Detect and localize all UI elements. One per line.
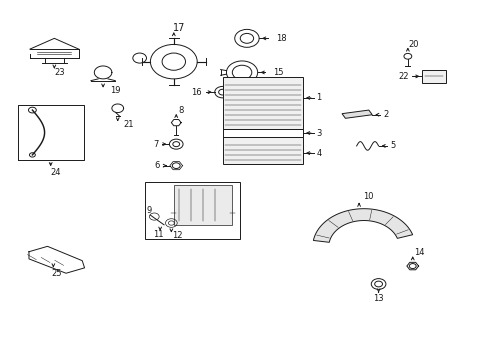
Bar [222, 129, 303, 137]
Text: 1: 1 [316, 93, 321, 102]
Text: 2: 2 [383, 110, 388, 119]
Text: 7: 7 [153, 140, 158, 149]
Text: 9: 9 [146, 206, 152, 215]
Text: 18: 18 [275, 34, 286, 43]
Bar [222, 77, 303, 129]
Polygon shape [341, 110, 371, 118]
Text: 6: 6 [154, 161, 159, 170]
Text: 4: 4 [316, 149, 321, 158]
Text: 3: 3 [316, 129, 321, 138]
Text: 11: 11 [153, 230, 163, 239]
Text: 12: 12 [172, 231, 182, 240]
Text: 24: 24 [50, 168, 61, 177]
Text: 8: 8 [178, 106, 183, 115]
Text: 17: 17 [172, 23, 184, 33]
Text: 20: 20 [407, 40, 418, 49]
Text: 15: 15 [272, 68, 283, 77]
Polygon shape [313, 209, 412, 242]
Text: 5: 5 [390, 141, 395, 150]
Bar [173, 185, 232, 225]
Bar [422, 69, 445, 83]
Text: 22: 22 [398, 72, 408, 81]
Bar [222, 137, 303, 164]
Text: 21: 21 [123, 120, 133, 129]
Text: 25: 25 [51, 269, 62, 278]
Text: 14: 14 [413, 248, 424, 257]
Text: 19: 19 [110, 86, 120, 95]
Text: 16: 16 [190, 87, 201, 96]
Text: 23: 23 [54, 68, 64, 77]
Text: 10: 10 [363, 192, 373, 201]
Text: 13: 13 [372, 294, 383, 303]
Bar [144, 182, 239, 239]
